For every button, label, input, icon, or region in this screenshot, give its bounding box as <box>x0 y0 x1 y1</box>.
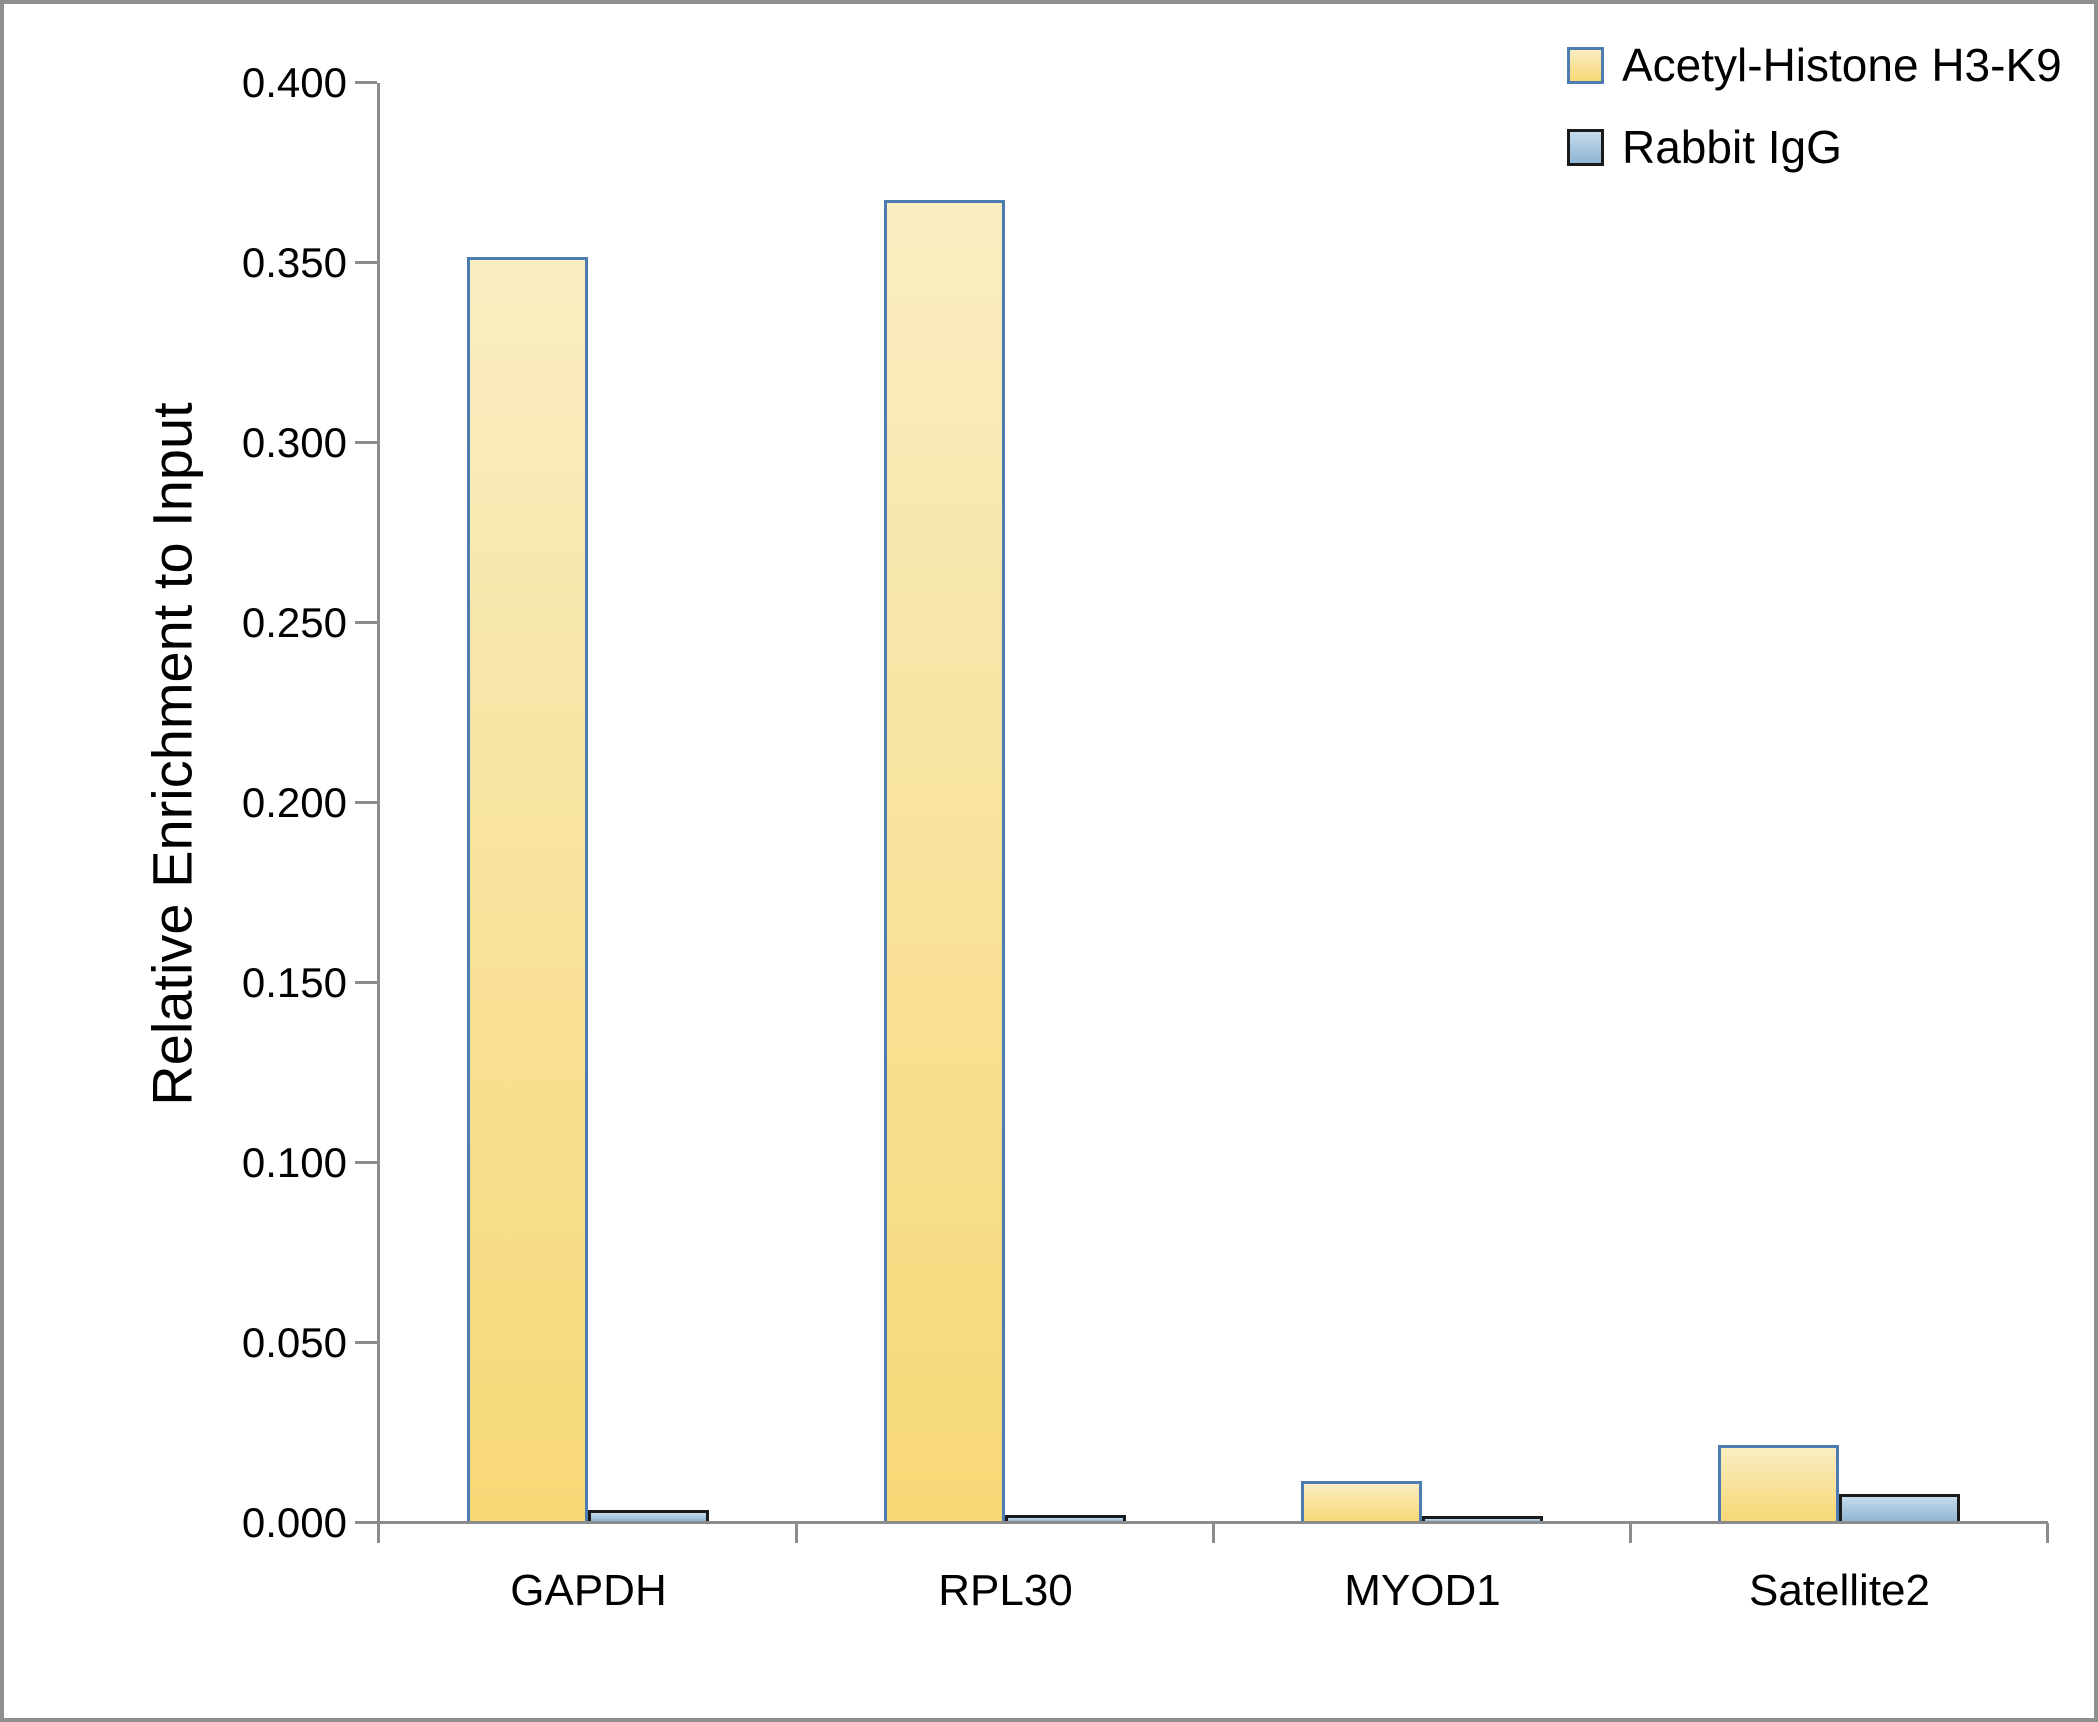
bar-acetyl-histone-h3-k9-rpl30 <box>884 200 1005 1521</box>
x-axis-category-tick <box>1629 1523 1632 1543</box>
y-axis-tick-label-0.350: 0.350 <box>241 239 347 286</box>
x-axis-category-tick <box>2046 1523 2049 1543</box>
y-axis-tick <box>355 441 377 444</box>
x-axis-label-rpl30: RPL30 <box>938 1566 1073 1615</box>
legend-swatch-acetyl-histone-h3-k9-icon <box>1567 46 1604 84</box>
plot-area: 0.000 0.050 0.100 0.150 0.200 0.250 0.300 0.350… <box>4 4 2094 1718</box>
y-axis-tick <box>355 801 377 804</box>
legend-swatch-rabbit-igg-icon <box>1567 128 1604 166</box>
x-axis-category-tick <box>795 1523 798 1543</box>
legend: Acetyl-Histone H3-K9 Rabbit IgG <box>1567 37 2062 201</box>
legend-label-rabbit-igg: Rabbit IgG <box>1622 121 1842 173</box>
y-axis-tick <box>355 261 377 264</box>
bar-rabbit-igg-rpl30 <box>1005 1515 1126 1521</box>
legend-label-acetyl-histone-h3-k9: Acetyl-Histone H3-K9 <box>1622 39 2062 91</box>
bar-rabbit-igg-gapdh <box>588 1510 709 1521</box>
y-axis-tick-label-0.100: 0.100 <box>241 1139 347 1186</box>
bar-acetyl-histone-h3-k9-gapdh <box>467 257 588 1521</box>
y-axis-title: Relative Enrichment to Input <box>140 402 204 1106</box>
y-axis-tick-label-0.150: 0.150 <box>241 959 347 1006</box>
x-axis-category-tick <box>1212 1523 1215 1543</box>
y-axis-tick <box>355 1161 377 1164</box>
y-axis-tick <box>355 981 377 984</box>
legend-item-acetyl-histone-h3-k9: Acetyl-Histone H3-K9 <box>1567 37 2062 93</box>
x-axis-label-myod1: MYOD1 <box>1344 1566 1501 1615</box>
y-axis-tick-label-0.000: 0.000 <box>241 1499 347 1546</box>
bar-rabbit-igg-satellite2 <box>1839 1494 1960 1521</box>
y-axis-tick-label-0.200: 0.200 <box>241 779 347 826</box>
y-axis-tick-label-0.050: 0.050 <box>241 1319 347 1366</box>
y-axis-tick-label-0.300: 0.300 <box>241 419 347 466</box>
bar-acetyl-histone-h3-k9-myod1 <box>1301 1481 1422 1521</box>
y-axis-tick <box>355 1521 377 1524</box>
bar-acetyl-histone-h3-k9-satellite2 <box>1718 1445 1839 1521</box>
x-axis-line <box>380 1521 2048 1524</box>
x-axis-label-satellite2: Satellite2 <box>1748 1566 1930 1615</box>
x-axis-label-gapdh: GAPDH <box>510 1566 667 1615</box>
legend-item-rabbit-igg: Rabbit IgG <box>1567 119 2062 175</box>
y-axis-line <box>377 83 380 1543</box>
y-axis-tick-label-0.250: 0.250 <box>241 599 347 646</box>
bar-rabbit-igg-myod1 <box>1422 1516 1543 1521</box>
y-axis-tick <box>355 621 377 624</box>
y-axis-tick <box>355 81 377 84</box>
y-axis-tick-label-0.400: 0.400 <box>241 59 347 106</box>
y-axis-tick <box>355 1341 377 1344</box>
